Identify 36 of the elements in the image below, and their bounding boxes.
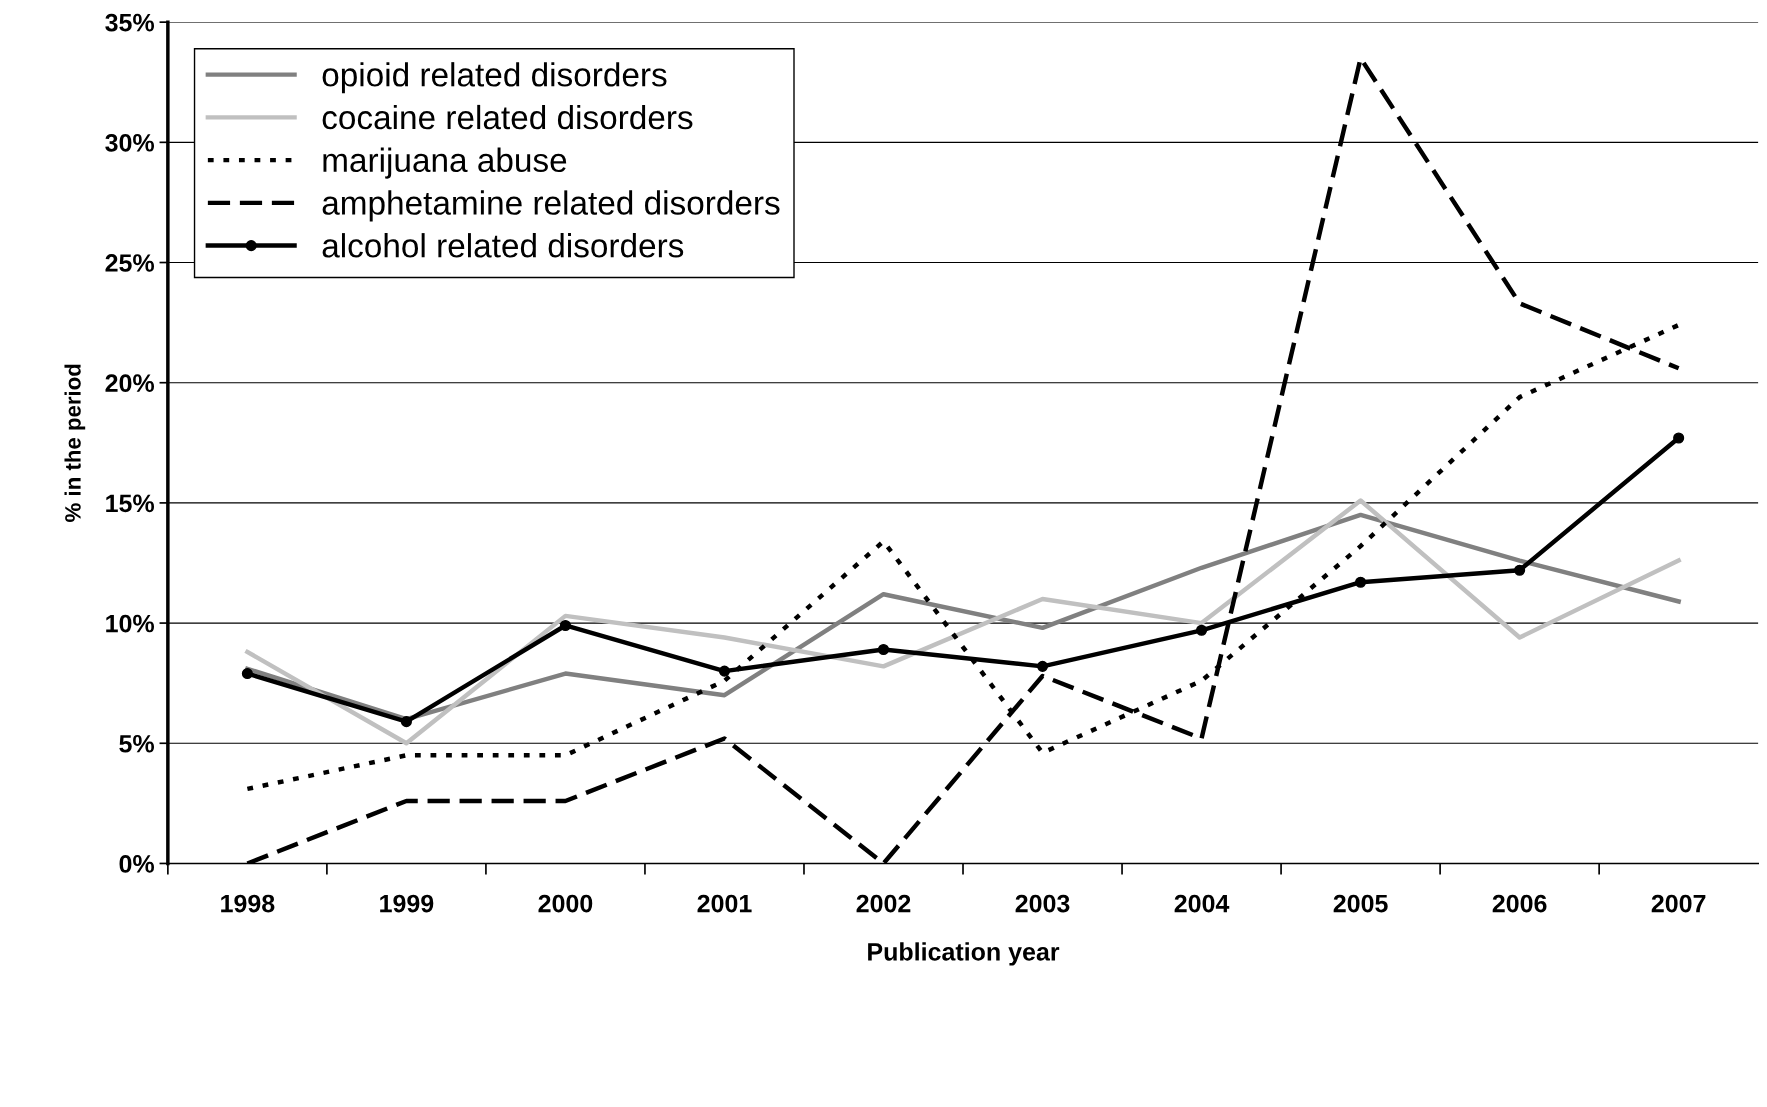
x-tick-label: 2003 — [1015, 894, 1070, 913]
y-tick-label: 5% — [119, 734, 155, 753]
point — [559, 619, 571, 632]
legend-label: cocaine related disorders — [322, 104, 693, 130]
x-tick-label: 2000 — [538, 894, 593, 913]
legend-label: marijuana abuse — [323, 147, 567, 179]
y-axis-title: % in the period — [64, 364, 86, 522]
y-tick-label: 30% — [105, 133, 155, 152]
x-tick-label: 2004 — [1174, 894, 1230, 913]
point — [241, 668, 253, 680]
y-tick-label: 15% — [106, 494, 155, 513]
x-tick-label: 1999 — [380, 894, 434, 913]
line-series — [245, 498, 1681, 746]
legend-label: opioid related disorders — [322, 62, 667, 94]
point — [877, 643, 890, 656]
point — [1673, 432, 1685, 444]
legend-label: alcohol related disorders — [322, 233, 684, 258]
x-tick-label: 1998 — [221, 894, 275, 913]
x-tick-label: 2001 — [697, 894, 752, 913]
point — [1355, 576, 1367, 588]
point — [1036, 660, 1049, 672]
x-tick-label: 2005 — [1333, 894, 1388, 913]
x-axis-title: Publication year — [868, 942, 1060, 966]
y-tick-label: 20% — [105, 374, 155, 393]
point — [1196, 624, 1208, 636]
x-tick-label: 2006 — [1492, 894, 1547, 913]
y-tick-label: 25% — [105, 254, 155, 272]
point — [400, 716, 412, 728]
point — [1514, 564, 1526, 576]
x-tick-label: 2007 — [1651, 894, 1706, 913]
y-tick-label: 35% — [105, 13, 155, 32]
y-tick-label: 10% — [106, 614, 155, 633]
x-tick-label: 2002 — [856, 894, 911, 913]
legend-label: amphetamine related disorders — [322, 190, 780, 222]
point — [718, 665, 731, 677]
y-tick-label: 0% — [119, 855, 155, 873]
